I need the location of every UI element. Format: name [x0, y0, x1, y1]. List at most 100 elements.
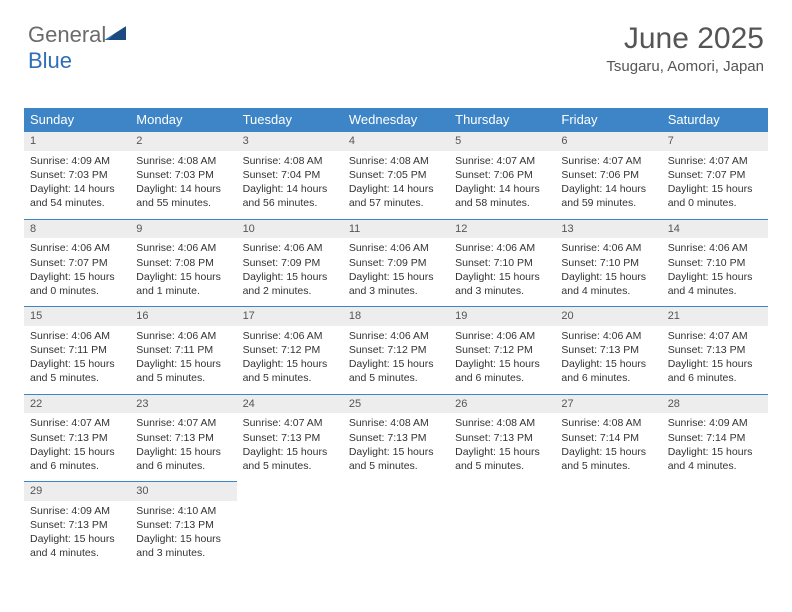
sunrise-line: Sunrise: 4:08 AM: [243, 154, 337, 168]
day-details: Sunrise: 4:09 AMSunset: 7:14 PMDaylight:…: [662, 413, 768, 481]
day-number: 14: [662, 219, 768, 239]
sunrise-line: Sunrise: 4:07 AM: [455, 154, 549, 168]
calendar-cell: 30Sunrise: 4:10 AMSunset: 7:13 PMDayligh…: [130, 481, 236, 569]
day-details: Sunrise: 4:06 AMSunset: 7:10 PMDaylight:…: [449, 238, 555, 306]
calendar-cell: 27Sunrise: 4:08 AMSunset: 7:14 PMDayligh…: [555, 394, 661, 482]
sunset-line: Sunset: 7:13 PM: [30, 431, 124, 445]
sunrise-line: Sunrise: 4:09 AM: [668, 416, 762, 430]
daylight-line: Daylight: 15 hours and 3 minutes.: [455, 270, 549, 298]
sunset-line: Sunset: 7:10 PM: [668, 256, 762, 270]
sunrise-line: Sunrise: 4:06 AM: [455, 241, 549, 255]
sunset-line: Sunset: 7:11 PM: [30, 343, 124, 357]
sunset-line: Sunset: 7:06 PM: [561, 168, 655, 182]
logo-triangle-icon: [104, 26, 126, 40]
weekday-header: Saturday: [662, 108, 768, 131]
day-details: Sunrise: 4:06 AMSunset: 7:11 PMDaylight:…: [24, 326, 130, 394]
calendar-cell: [449, 481, 555, 569]
calendar-cell: 4Sunrise: 4:08 AMSunset: 7:05 PMDaylight…: [343, 131, 449, 219]
logo-text-2: Blue: [28, 48, 72, 73]
calendar-cell: 26Sunrise: 4:08 AMSunset: 7:13 PMDayligh…: [449, 394, 555, 482]
sunset-line: Sunset: 7:13 PM: [349, 431, 443, 445]
sunrise-line: Sunrise: 4:08 AM: [349, 416, 443, 430]
day-number: 29: [24, 481, 130, 501]
day-details: Sunrise: 4:06 AMSunset: 7:08 PMDaylight:…: [130, 238, 236, 306]
weekday-header: Sunday: [24, 108, 130, 131]
sunrise-line: Sunrise: 4:08 AM: [136, 154, 230, 168]
daylight-line: Daylight: 14 hours and 55 minutes.: [136, 182, 230, 210]
sunset-line: Sunset: 7:12 PM: [455, 343, 549, 357]
day-number: 2: [130, 131, 236, 151]
calendar-cell: 14Sunrise: 4:06 AMSunset: 7:10 PMDayligh…: [662, 219, 768, 307]
weekday-header: Wednesday: [343, 108, 449, 131]
day-details: Sunrise: 4:07 AMSunset: 7:06 PMDaylight:…: [449, 151, 555, 219]
sunrise-line: Sunrise: 4:06 AM: [561, 241, 655, 255]
calendar-cell: 21Sunrise: 4:07 AMSunset: 7:13 PMDayligh…: [662, 306, 768, 394]
daylight-line: Daylight: 15 hours and 6 minutes.: [30, 445, 124, 473]
day-number: 26: [449, 394, 555, 414]
calendar-week-row: 15Sunrise: 4:06 AMSunset: 7:11 PMDayligh…: [24, 306, 768, 394]
sunset-line: Sunset: 7:13 PM: [455, 431, 549, 445]
day-number: 3: [237, 131, 343, 151]
page-title: June 2025: [606, 22, 764, 56]
day-details: Sunrise: 4:06 AMSunset: 7:09 PMDaylight:…: [237, 238, 343, 306]
day-details: Sunrise: 4:07 AMSunset: 7:13 PMDaylight:…: [24, 413, 130, 481]
sunrise-line: Sunrise: 4:07 AM: [668, 329, 762, 343]
calendar-week-row: 1Sunrise: 4:09 AMSunset: 7:03 PMDaylight…: [24, 131, 768, 219]
day-details: Sunrise: 4:06 AMSunset: 7:12 PMDaylight:…: [343, 326, 449, 394]
calendar-cell: 11Sunrise: 4:06 AMSunset: 7:09 PMDayligh…: [343, 219, 449, 307]
sunset-line: Sunset: 7:03 PM: [136, 168, 230, 182]
sunrise-line: Sunrise: 4:07 AM: [668, 154, 762, 168]
sunrise-line: Sunrise: 4:10 AM: [136, 504, 230, 518]
sunrise-line: Sunrise: 4:06 AM: [30, 329, 124, 343]
logo: General Blue: [28, 22, 126, 74]
daylight-line: Daylight: 15 hours and 5 minutes.: [243, 357, 337, 385]
day-number: 20: [555, 306, 661, 326]
sunrise-line: Sunrise: 4:06 AM: [668, 241, 762, 255]
daylight-line: Daylight: 15 hours and 5 minutes.: [455, 445, 549, 473]
day-number: 1: [24, 131, 130, 151]
sunset-line: Sunset: 7:13 PM: [136, 518, 230, 532]
daylight-line: Daylight: 15 hours and 4 minutes.: [30, 532, 124, 560]
daylight-line: Daylight: 15 hours and 5 minutes.: [243, 445, 337, 473]
sunset-line: Sunset: 7:05 PM: [349, 168, 443, 182]
calendar-cell: 8Sunrise: 4:06 AMSunset: 7:07 PMDaylight…: [24, 219, 130, 307]
calendar-cell: 12Sunrise: 4:06 AMSunset: 7:10 PMDayligh…: [449, 219, 555, 307]
weekday-header: Thursday: [449, 108, 555, 131]
day-number: 21: [662, 306, 768, 326]
day-details: Sunrise: 4:06 AMSunset: 7:10 PMDaylight:…: [555, 238, 661, 306]
sunset-line: Sunset: 7:12 PM: [349, 343, 443, 357]
sunrise-line: Sunrise: 4:06 AM: [243, 241, 337, 255]
sunset-line: Sunset: 7:09 PM: [243, 256, 337, 270]
calendar-cell: 24Sunrise: 4:07 AMSunset: 7:13 PMDayligh…: [237, 394, 343, 482]
sunrise-line: Sunrise: 4:06 AM: [561, 329, 655, 343]
daylight-line: Daylight: 15 hours and 3 minutes.: [136, 532, 230, 560]
day-number: 6: [555, 131, 661, 151]
sunset-line: Sunset: 7:10 PM: [455, 256, 549, 270]
daylight-line: Daylight: 15 hours and 1 minute.: [136, 270, 230, 298]
calendar-cell: [343, 481, 449, 569]
daylight-line: Daylight: 15 hours and 6 minutes.: [561, 357, 655, 385]
calendar-cell: [555, 481, 661, 569]
calendar-cell: 5Sunrise: 4:07 AMSunset: 7:06 PMDaylight…: [449, 131, 555, 219]
calendar-cell: 22Sunrise: 4:07 AMSunset: 7:13 PMDayligh…: [24, 394, 130, 482]
day-details: Sunrise: 4:06 AMSunset: 7:10 PMDaylight:…: [662, 238, 768, 306]
sunrise-line: Sunrise: 4:06 AM: [349, 329, 443, 343]
calendar-cell: [237, 481, 343, 569]
day-details: Sunrise: 4:07 AMSunset: 7:06 PMDaylight:…: [555, 151, 661, 219]
day-number: 8: [24, 219, 130, 239]
day-details: Sunrise: 4:07 AMSunset: 7:07 PMDaylight:…: [662, 151, 768, 219]
calendar-cell: 7Sunrise: 4:07 AMSunset: 7:07 PMDaylight…: [662, 131, 768, 219]
day-details: Sunrise: 4:07 AMSunset: 7:13 PMDaylight:…: [662, 326, 768, 394]
day-details: Sunrise: 4:06 AMSunset: 7:13 PMDaylight:…: [555, 326, 661, 394]
sunrise-line: Sunrise: 4:07 AM: [30, 416, 124, 430]
logo-text-1: General: [28, 22, 106, 47]
daylight-line: Daylight: 15 hours and 3 minutes.: [349, 270, 443, 298]
page-subtitle: Tsugaru, Aomori, Japan: [606, 58, 764, 75]
day-number: 11: [343, 219, 449, 239]
day-details: Sunrise: 4:08 AMSunset: 7:05 PMDaylight:…: [343, 151, 449, 219]
daylight-line: Daylight: 15 hours and 4 minutes.: [668, 445, 762, 473]
day-details: Sunrise: 4:09 AMSunset: 7:13 PMDaylight:…: [24, 501, 130, 569]
day-details: Sunrise: 4:06 AMSunset: 7:12 PMDaylight:…: [237, 326, 343, 394]
calendar-cell: 20Sunrise: 4:06 AMSunset: 7:13 PMDayligh…: [555, 306, 661, 394]
daylight-line: Daylight: 14 hours and 58 minutes.: [455, 182, 549, 210]
